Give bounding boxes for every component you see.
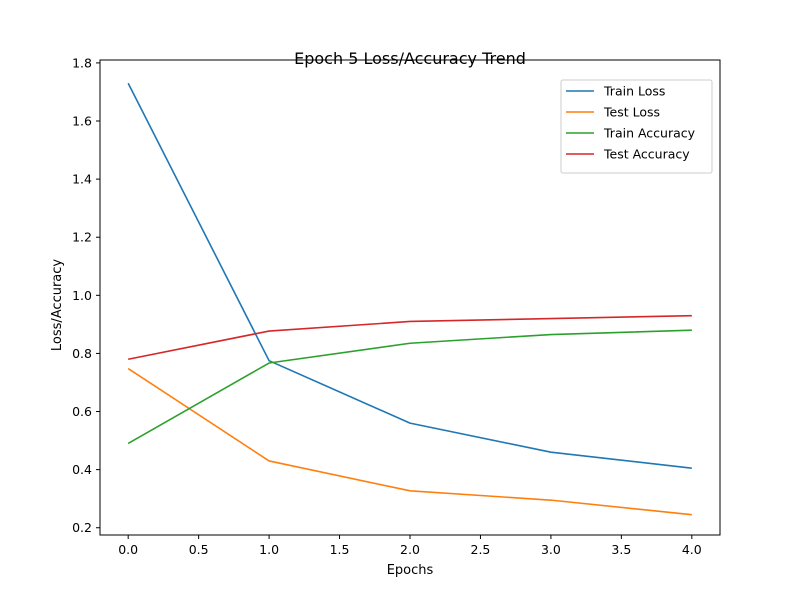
legend-label: Train Accuracy [603,126,696,141]
y-tick-label: 1.0 [72,288,92,303]
legend-label: Train Loss [603,84,665,99]
series-line-test-accuracy [128,314,692,361]
y-tick-label: 0.4 [72,462,92,477]
y-tick-label: 0.8 [72,346,92,361]
x-tick-label: 0.5 [189,542,209,557]
series-lines [127,82,692,516]
chart-title: Epoch 5 Loss/Accuracy Trend [294,49,526,68]
legend-label: Test Loss [603,105,660,120]
x-tick-label: 1.0 [259,542,279,557]
x-tick-label: 2.5 [471,542,491,557]
y-tick-label: 1.8 [72,55,92,70]
series-line-train-loss [127,82,692,469]
plot-frame [99,59,721,536]
y-tick-label: 1.6 [72,114,92,129]
x-tick-label: 4.0 [682,542,702,557]
y-axis-label: Loss/Accuracy [50,259,65,352]
legend-label: Test Accuracy [603,147,690,162]
series-line-test-loss [127,367,692,516]
x-tick-label: 3.5 [611,542,631,557]
legend-box [560,79,713,174]
x-axis-label: Epochs [387,563,434,578]
y-axis: 0.2 0.4 0.6 0.8 1.0 1.2 1.4 1.6 1.8 [72,55,100,535]
series-line-train-accuracy [127,329,692,445]
x-axis: 0.0 0.5 1.0 1.5 2.0 2.5 3.0 3.5 4.0 [118,535,702,557]
x-tick-label: 3.0 [541,542,561,557]
y-tick-label: 1.4 [72,172,92,187]
y-tick-label: 0.2 [72,520,92,535]
y-tick-label: 1.2 [72,230,92,245]
y-tick-label: 0.6 [72,404,92,419]
x-tick-label: 0.0 [118,542,138,557]
legend: Train Loss Test Loss Train Accuracy Test Ac… [560,79,713,174]
x-tick-label: 2.0 [400,542,420,557]
x-tick-label: 1.5 [330,542,350,557]
